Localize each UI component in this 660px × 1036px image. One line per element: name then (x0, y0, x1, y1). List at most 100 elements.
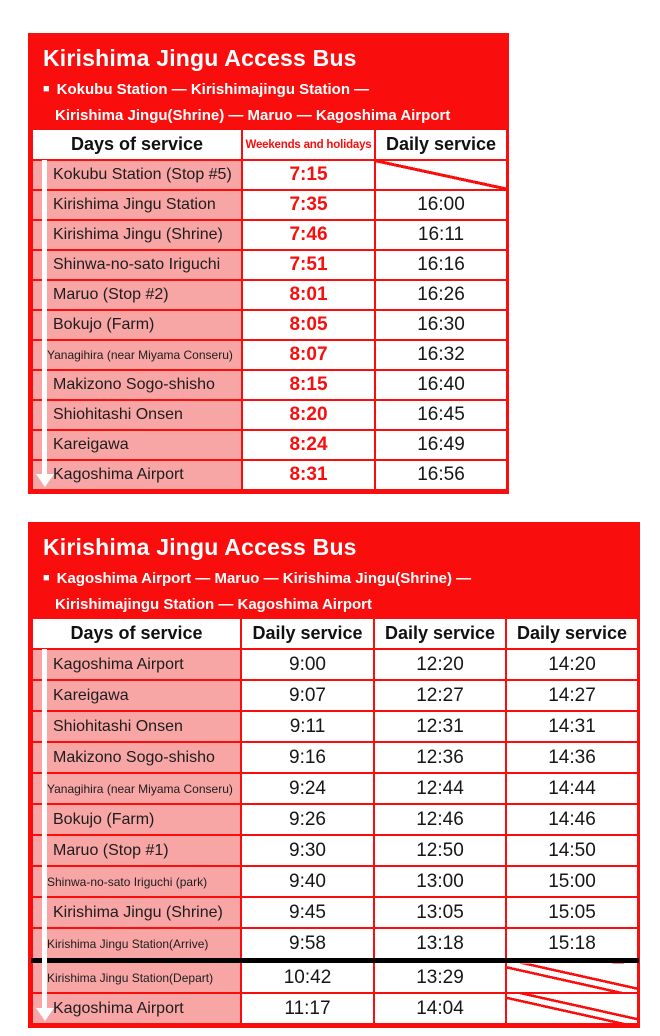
station-name: Maruo (Stop #2) (31, 279, 243, 311)
station-name: Shinwa-no-sato Iriguchi (31, 249, 243, 281)
table-row: Makizono Sogo-shisho 9:16 12:36 14:36 (31, 741, 639, 774)
col-header-days-of-service: Days of service (31, 617, 242, 650)
departure-time: 15:00 (505, 865, 639, 898)
bullet-square-icon: ■ (43, 83, 50, 95)
arrival-time: 14:04 (373, 992, 507, 1025)
station-name: Makizono Sogo-shisho (31, 741, 242, 774)
arrival-time: 13:18 (373, 927, 507, 963)
departure-time: 8:07 (241, 339, 376, 371)
departure-time: 16:56 (374, 459, 508, 491)
header-row: Days of service Daily service Daily serv… (31, 617, 639, 650)
departure-time: 9:11 (240, 710, 375, 743)
timetable-return: Kirishima Jingu Access Bus ■ Kagoshima Ai… (28, 522, 640, 1028)
table-row: Kokubu Station (Stop #5) 7:15 (31, 159, 508, 191)
station-name: Kirishima Jingu Station(Depart) (31, 959, 242, 994)
col-header-daily-service-2: Daily service (373, 617, 507, 650)
timetable-outbound: Kirishima Jingu Access Bus ■ Kokubu Stati… (28, 33, 509, 494)
route-line-1-text: Kokubu Station — Kirishimajingu Station … (56, 81, 370, 98)
table-row: Shinwa-no-sato Iriguchi 7:51 16:16 (31, 249, 508, 281)
col-header-daily-service-1: Daily service (240, 617, 375, 650)
departure-time: 9:00 (240, 648, 375, 681)
departure-time: 12:31 (373, 710, 507, 743)
route-line-1: ■ Kagoshima Airport — Maruo — Kirishima J… (41, 561, 627, 587)
station-name: Kagoshima Airport (31, 992, 242, 1025)
table-row: Maruo (Stop #2) 8:01 16:26 (31, 279, 508, 311)
col-header-days-of-service: Days of service (31, 128, 243, 161)
departure-time: 7:15 (241, 159, 376, 191)
departure-time: 12:50 (373, 834, 507, 867)
station-name: Yanagihira (near Miyama Conseru) (31, 339, 243, 371)
no-service-cell (505, 959, 639, 994)
arrival-time: 11:17 (240, 992, 375, 1025)
station-name: Shiohitashi Onsen (31, 399, 243, 431)
departure-time: 14:36 (505, 741, 639, 774)
departure-time: 9:45 (240, 896, 375, 929)
departure-time: 14:46 (505, 803, 639, 836)
departure-time: 9:40 (240, 865, 375, 898)
departure-time: 16:11 (374, 219, 508, 251)
table-row-arrive: Kirishima Jingu Station(Arrive) 9:58 13:… (31, 927, 639, 963)
table-row: Kagoshima Airport 8:31 16:56 (31, 459, 508, 491)
station-name: Bokujo (Farm) (31, 803, 242, 836)
departure-time: 8:01 (241, 279, 376, 311)
route-line-1: ■ Kokubu Station — Kirishimajingu Station… (41, 72, 496, 98)
table-row: Kagoshima Airport 9:00 12:20 14:20 (31, 648, 639, 681)
table-row: Shiohitashi Onsen 8:20 16:45 (31, 399, 508, 431)
departure-time: 8:15 (241, 369, 376, 401)
table-row: Shinwa-no-sato Iriguchi (park) 9:40 13:0… (31, 865, 639, 898)
table-row: Yanagihira (near Miyama Conseru) 9:24 12… (31, 772, 639, 805)
departure-time: 8:24 (241, 429, 376, 461)
departure-time: 12:20 (373, 648, 507, 681)
station-name: Kareigawa (31, 679, 242, 712)
route-line-1-text: Kagoshima Airport — Maruo — Kirishima Ji… (56, 570, 472, 587)
departure-time: 12:46 (373, 803, 507, 836)
departure-time: 7:46 (241, 219, 376, 251)
arrival-time: 15:18 (505, 927, 639, 963)
table-row: Kareigawa 8:24 16:49 (31, 429, 508, 461)
station-name: Kagoshima Airport (31, 648, 242, 681)
station-name: Makizono Sogo-shisho (31, 369, 243, 401)
departure-time: 16:32 (374, 339, 508, 371)
col-header-daily-service: Daily service (374, 128, 508, 161)
departure-time: 9:24 (240, 772, 375, 805)
departure-time: 16:30 (374, 309, 508, 341)
departure-time: 8:05 (241, 309, 376, 341)
station-name: Kagoshima Airport (31, 459, 243, 491)
station-name: Kokubu Station (Stop #5) (31, 159, 243, 191)
departure-time: 7:35 (241, 189, 376, 221)
route-line-2: Kirishima Jingu(Shrine) — Maruo — Kagosh… (55, 107, 451, 124)
departure-time: 9:16 (240, 741, 375, 774)
departure-time: 16:40 (374, 369, 508, 401)
station-name: Kirishima Jingu (Shrine) (31, 219, 243, 251)
station-name: Kirishima Jingu Station(Arrive) (31, 927, 242, 963)
station-name: Kareigawa (31, 429, 243, 461)
departure-time: 14:20 (505, 648, 639, 681)
departure-time: 8:20 (241, 399, 376, 431)
departure-time: 15:05 (505, 896, 639, 929)
table-row-depart: Kirishima Jingu Station(Depart) 10:42 13… (31, 959, 639, 994)
departure-time: 12:44 (373, 772, 507, 805)
departure-time: 9:07 (240, 679, 375, 712)
bullet-square-icon: ■ (43, 572, 50, 584)
no-service-cell (374, 159, 508, 191)
page-title: Kirishima Jingu Access Bus (43, 45, 357, 71)
station-name: Shiohitashi Onsen (31, 710, 242, 743)
return-table: Days of service Daily service Daily serv… (31, 617, 639, 1025)
departure-time: 12:27 (373, 679, 507, 712)
departure-time: 7:51 (241, 249, 376, 281)
departure-time: 14:27 (505, 679, 639, 712)
departure-time: 16:45 (374, 399, 508, 431)
route-line-2: Kirishimajingu Station — Kagoshima Airpo… (55, 596, 372, 613)
station-name: Bokujo (Farm) (31, 309, 243, 341)
departure-time: 13:29 (373, 959, 507, 994)
departure-time: 14:50 (505, 834, 639, 867)
station-name: Maruo (Stop #1) (31, 834, 242, 867)
return-banner: Kirishima Jingu Access Bus ■ Kagoshima Ai… (31, 525, 637, 617)
col-header-daily-service-3: Daily service (505, 617, 639, 650)
departure-time: 9:30 (240, 834, 375, 867)
departure-time: 13:05 (373, 896, 507, 929)
header-row: Days of service Weekends and holidays Da… (31, 128, 508, 161)
table-row: Makizono Sogo-shisho 8:15 16:40 (31, 369, 508, 401)
departure-time: 16:00 (374, 189, 508, 221)
departure-time: 14:31 (505, 710, 639, 743)
